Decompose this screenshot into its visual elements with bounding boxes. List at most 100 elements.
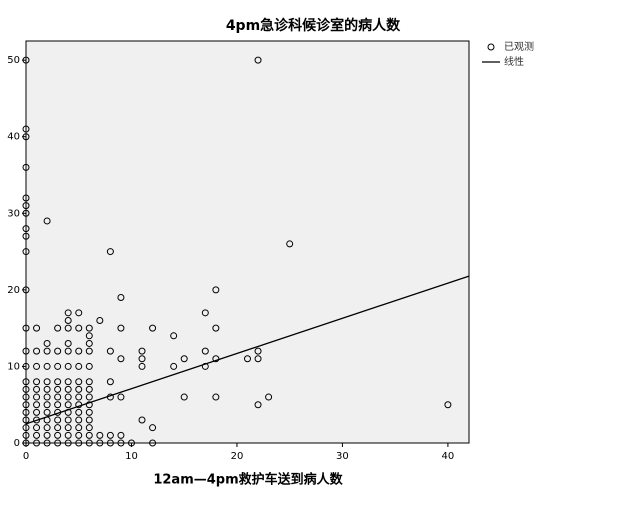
point — [33, 401, 41, 409]
point — [75, 408, 83, 416]
point — [106, 378, 114, 386]
point — [22, 378, 30, 386]
point — [22, 424, 30, 432]
point — [22, 194, 30, 202]
point — [75, 309, 83, 317]
point — [244, 355, 251, 363]
point — [75, 347, 83, 355]
point — [33, 362, 41, 370]
point — [33, 385, 41, 393]
point — [85, 362, 93, 370]
point — [170, 362, 178, 370]
point — [22, 286, 30, 294]
point — [170, 332, 178, 340]
point — [22, 225, 30, 233]
point — [33, 431, 41, 439]
point — [43, 408, 51, 416]
point — [106, 347, 114, 355]
point — [117, 393, 125, 401]
point — [43, 401, 51, 409]
point — [22, 209, 30, 217]
point — [117, 324, 125, 332]
point — [85, 424, 93, 432]
point — [64, 416, 72, 424]
point — [54, 424, 62, 432]
point — [22, 163, 30, 171]
point — [22, 347, 30, 355]
point — [54, 362, 62, 370]
point — [43, 378, 51, 386]
point — [33, 378, 41, 386]
point — [64, 431, 72, 439]
point — [54, 378, 62, 386]
point — [254, 56, 262, 64]
x-tick-label: 10 — [125, 451, 138, 462]
point — [149, 424, 157, 432]
point — [96, 439, 104, 447]
point — [43, 362, 51, 370]
point — [286, 240, 294, 248]
y-tick-label: 30 — [7, 208, 20, 219]
point — [212, 324, 220, 332]
point — [85, 385, 93, 393]
point — [64, 347, 72, 355]
point — [75, 431, 83, 439]
point — [265, 393, 273, 401]
point — [85, 324, 93, 332]
point — [117, 431, 125, 439]
point — [85, 393, 93, 401]
point — [85, 416, 93, 424]
point — [254, 347, 262, 355]
point — [33, 408, 41, 416]
point — [85, 339, 93, 347]
point — [138, 362, 146, 370]
y-tick-label: 0 — [14, 438, 20, 449]
point — [54, 401, 62, 409]
point — [54, 431, 62, 439]
point — [180, 393, 188, 401]
legend-marker — [487, 43, 495, 51]
point — [22, 125, 30, 133]
x-tick-label: 20 — [231, 451, 244, 462]
point — [22, 416, 30, 424]
point — [212, 355, 220, 363]
point — [75, 378, 83, 386]
plot-area — [25, 40, 470, 444]
point — [22, 393, 30, 401]
point — [54, 439, 62, 447]
legend-label: 已观测 — [504, 40, 534, 53]
point — [43, 339, 51, 347]
fit-line — [25, 275, 470, 425]
point — [254, 355, 262, 363]
point — [43, 385, 51, 393]
point — [64, 339, 72, 347]
point — [22, 401, 30, 409]
point — [64, 439, 72, 447]
point — [127, 439, 135, 447]
point — [75, 424, 83, 432]
point — [85, 347, 93, 355]
point — [254, 401, 262, 409]
x-tick-label: 0 — [23, 451, 29, 462]
point — [33, 347, 41, 355]
x-tick-label: 40 — [442, 451, 455, 462]
point — [22, 439, 30, 447]
point — [138, 347, 146, 355]
point — [54, 324, 62, 332]
point — [22, 248, 30, 256]
point — [64, 393, 72, 401]
point — [75, 439, 83, 447]
y-tick-label: 10 — [7, 361, 20, 372]
point — [444, 401, 452, 409]
point — [43, 393, 51, 401]
x-axis-label: 12am—4pm救护车送到病人数 — [153, 472, 343, 488]
point — [22, 202, 30, 210]
point — [75, 416, 83, 424]
legend-label: 线性 — [504, 55, 524, 68]
chart-title: 4pm急诊科候诊室的病人数 — [226, 17, 401, 34]
point — [64, 385, 72, 393]
point — [54, 416, 62, 424]
point — [106, 431, 114, 439]
point — [212, 393, 220, 401]
point — [85, 431, 93, 439]
